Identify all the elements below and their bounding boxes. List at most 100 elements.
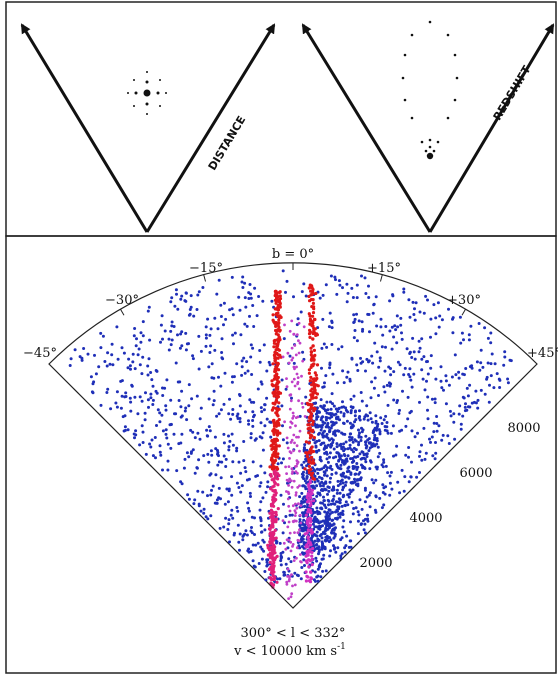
point	[120, 394, 124, 398]
point	[138, 395, 142, 399]
point	[217, 486, 221, 490]
point	[261, 496, 265, 500]
point	[230, 275, 234, 279]
point	[204, 333, 208, 337]
point	[230, 380, 234, 384]
point	[285, 580, 289, 584]
point	[282, 337, 286, 341]
point	[128, 364, 132, 368]
point	[297, 539, 301, 543]
point	[272, 377, 276, 381]
point	[457, 376, 461, 380]
point	[292, 520, 295, 524]
point	[289, 441, 293, 444]
point	[335, 292, 339, 296]
point	[316, 574, 320, 578]
point	[105, 391, 109, 394]
point	[270, 571, 274, 576]
point	[243, 322, 247, 326]
point	[232, 375, 236, 379]
point	[410, 460, 413, 464]
point	[307, 286, 311, 290]
point	[364, 292, 368, 295]
point	[317, 432, 320, 436]
point	[293, 509, 297, 512]
point	[263, 403, 267, 407]
point	[300, 402, 304, 405]
point	[246, 369, 250, 373]
point	[328, 363, 332, 367]
point	[247, 550, 251, 554]
point	[297, 435, 300, 439]
point	[425, 379, 428, 383]
point	[322, 441, 326, 445]
point	[202, 454, 206, 458]
point	[255, 314, 259, 318]
point	[277, 353, 281, 357]
point	[276, 307, 280, 311]
point	[290, 467, 294, 471]
point	[247, 547, 251, 551]
point	[295, 444, 299, 448]
point	[190, 450, 193, 454]
point	[178, 380, 182, 384]
point	[319, 398, 323, 402]
point	[335, 462, 339, 466]
point	[199, 406, 203, 410]
point	[477, 322, 481, 325]
point	[389, 367, 392, 370]
point	[363, 467, 367, 470]
point	[360, 426, 363, 430]
point	[235, 414, 239, 418]
tick	[219, 534, 226, 541]
point	[368, 467, 372, 471]
point	[274, 471, 278, 476]
point	[265, 369, 269, 373]
point	[251, 460, 255, 464]
point	[193, 498, 197, 502]
dot	[424, 149, 428, 153]
point	[377, 394, 380, 397]
point	[309, 500, 313, 504]
point	[331, 499, 334, 503]
point	[322, 499, 326, 503]
point	[315, 392, 319, 396]
point	[251, 559, 255, 563]
point	[189, 294, 193, 298]
point	[354, 455, 358, 459]
point	[163, 386, 167, 390]
point	[417, 350, 421, 354]
point	[241, 538, 245, 542]
point	[397, 412, 401, 415]
point	[330, 531, 334, 535]
point	[156, 408, 160, 412]
point	[277, 418, 281, 422]
point	[350, 460, 354, 464]
point	[311, 380, 315, 384]
point	[259, 500, 263, 504]
point	[345, 375, 349, 379]
point	[309, 455, 313, 460]
point	[271, 489, 275, 493]
point	[277, 318, 281, 322]
point	[315, 494, 319, 498]
point	[243, 371, 247, 375]
dot	[426, 152, 434, 160]
point	[489, 331, 493, 335]
point	[231, 516, 235, 520]
point	[311, 420, 315, 424]
point	[446, 434, 450, 438]
point	[366, 418, 370, 422]
point	[346, 503, 350, 507]
point	[196, 431, 200, 435]
point	[294, 519, 298, 523]
radial-label: 6000	[459, 466, 492, 481]
point	[476, 406, 480, 410]
point	[114, 401, 118, 405]
point	[271, 384, 275, 388]
point	[202, 507, 206, 511]
point	[344, 500, 348, 504]
point	[269, 487, 273, 491]
point	[208, 351, 212, 354]
arrow	[301, 23, 432, 233]
